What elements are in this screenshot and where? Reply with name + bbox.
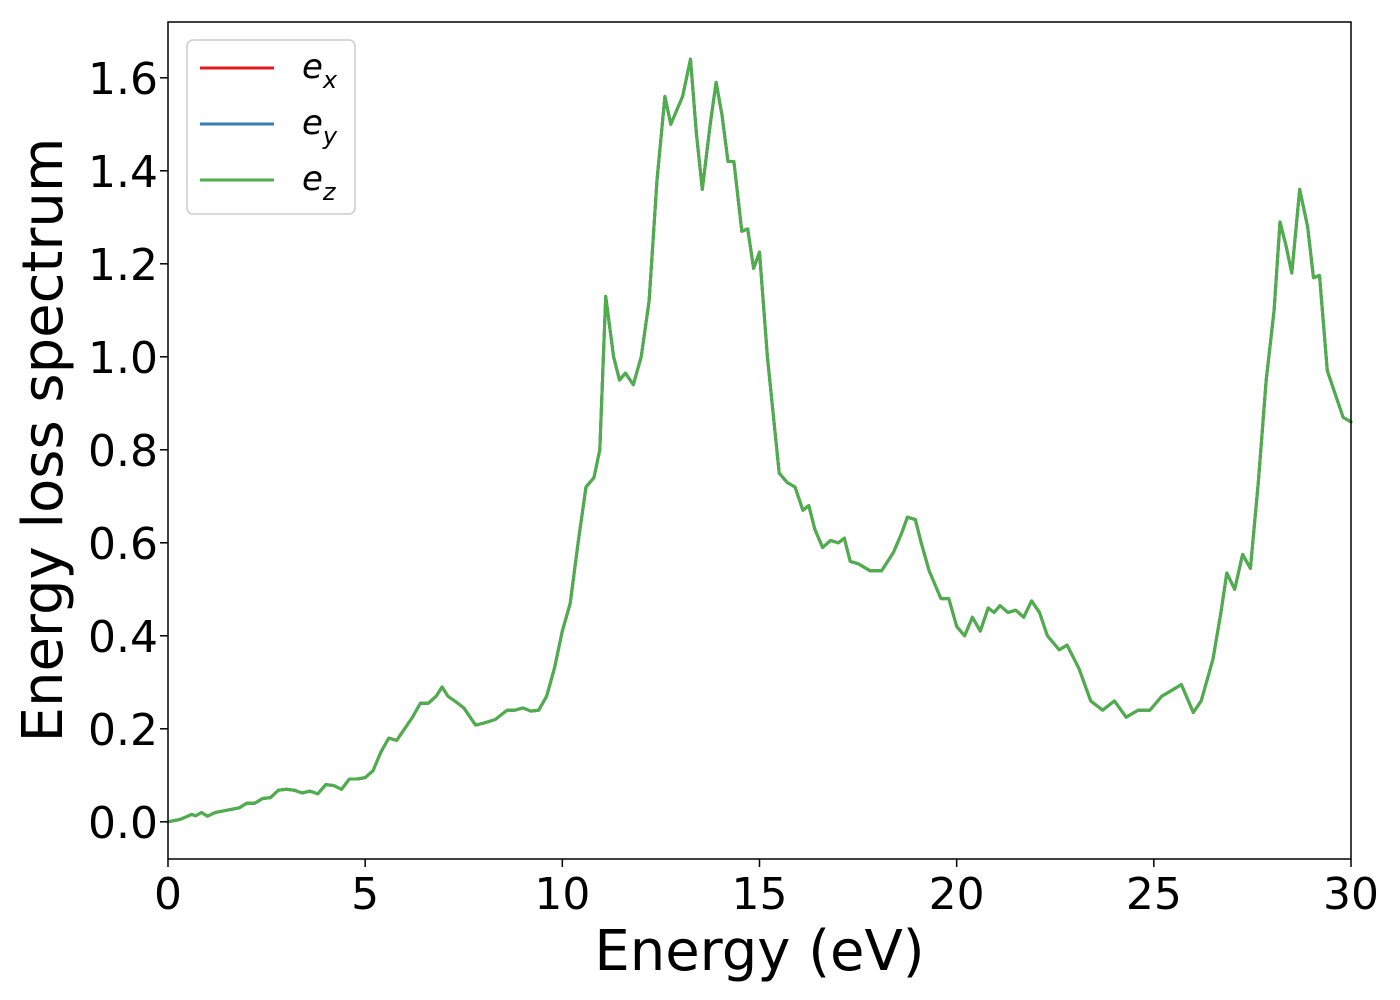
y-tick-label: 0.2 (88, 705, 158, 756)
y-tick-label: 1.0 (88, 333, 158, 384)
y-tick-label: 0.8 (88, 426, 158, 477)
y-tick-label: 1.2 (88, 240, 158, 291)
x-tick-label: 0 (154, 869, 182, 920)
y-tick-label: 0.4 (88, 612, 158, 663)
y-tick-label: 0.0 (88, 798, 158, 849)
x-axis-label: Energy (eV) (594, 919, 924, 984)
legend-label-e-x: ex (302, 47, 338, 94)
legend-box (186, 39, 356, 215)
x-tick-label: 30 (1323, 869, 1379, 920)
legend-label-e-y: ey (302, 103, 338, 150)
series-line-e-z (166, 57, 1353, 824)
x-axis: 0 5 10 15 20 25 30 (154, 859, 1379, 920)
x-tick-label: 5 (351, 869, 379, 920)
x-tick-label: 10 (534, 869, 590, 920)
y-tick-label: 1.4 (88, 147, 158, 198)
y-axis-label: Energy loss spectrum (11, 138, 76, 743)
x-tick-label: 25 (1126, 869, 1182, 920)
legend-label-e-z: ez (302, 159, 337, 206)
y-axis: 0.0 0.2 0.4 0.6 0.8 1.0 1.2 1.4 1.6 (88, 54, 168, 849)
y-tick-label: 0.6 (88, 519, 158, 570)
plot-lines (166, 57, 1353, 824)
x-tick-label: 15 (732, 869, 788, 920)
y-tick-label: 1.6 (88, 54, 158, 105)
x-tick-label: 20 (929, 869, 985, 920)
legend: ex ey ez (186, 39, 356, 215)
